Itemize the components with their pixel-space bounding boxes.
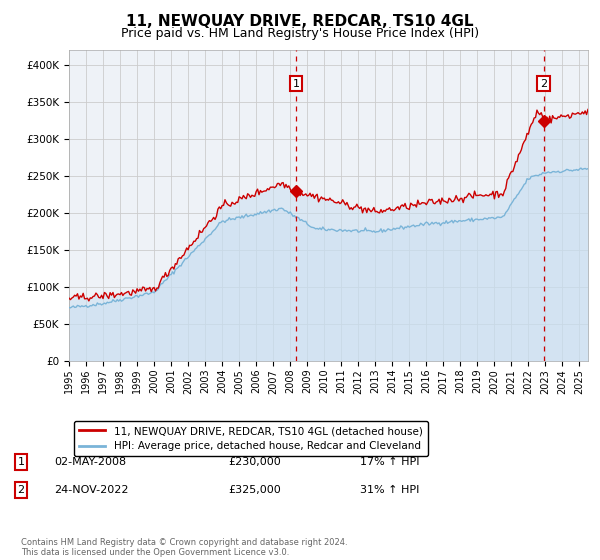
Text: 24-NOV-2022: 24-NOV-2022	[54, 485, 128, 495]
Text: 31% ↑ HPI: 31% ↑ HPI	[360, 485, 419, 495]
Text: Price paid vs. HM Land Registry's House Price Index (HPI): Price paid vs. HM Land Registry's House …	[121, 27, 479, 40]
Text: 11, NEWQUAY DRIVE, REDCAR, TS10 4GL: 11, NEWQUAY DRIVE, REDCAR, TS10 4GL	[126, 14, 474, 29]
Text: 2: 2	[540, 79, 547, 88]
Text: £325,000: £325,000	[228, 485, 281, 495]
Text: 17% ↑ HPI: 17% ↑ HPI	[360, 457, 419, 467]
Text: 2: 2	[17, 485, 25, 495]
Text: 02-MAY-2008: 02-MAY-2008	[54, 457, 126, 467]
Text: 1: 1	[292, 79, 299, 88]
Text: 1: 1	[17, 457, 25, 467]
Legend: 11, NEWQUAY DRIVE, REDCAR, TS10 4GL (detached house), HPI: Average price, detach: 11, NEWQUAY DRIVE, REDCAR, TS10 4GL (det…	[74, 421, 428, 456]
Text: Contains HM Land Registry data © Crown copyright and database right 2024.
This d: Contains HM Land Registry data © Crown c…	[21, 538, 347, 557]
Text: £230,000: £230,000	[228, 457, 281, 467]
